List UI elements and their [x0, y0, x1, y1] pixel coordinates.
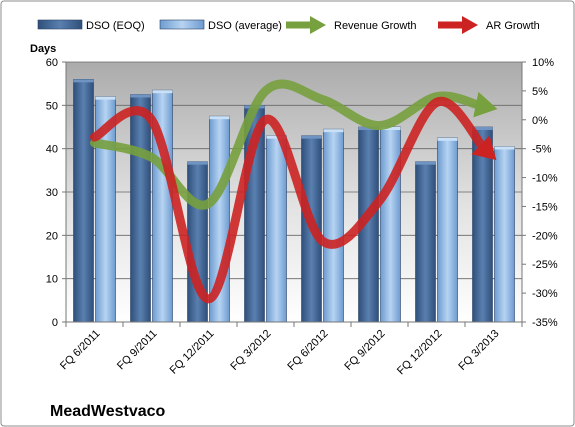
y2-tick-label: -15% [532, 201, 558, 213]
legend-item: DSO (EOQ) [37, 19, 145, 32]
revenue-growth-arrowhead [473, 91, 498, 118]
bar-cap [323, 129, 344, 133]
y-tick-label: 10 [46, 274, 58, 286]
y2-tick-label: -5% [532, 144, 552, 156]
y2-tick-label: -30% [532, 288, 558, 300]
legend: DSO (EOQ) DSO (average) Revenue Growth AR G… [37, 16, 540, 34]
legend-swatch [37, 19, 83, 30]
bar-cap [358, 127, 379, 130]
bar-cap [130, 94, 151, 98]
ar-growth-line [90, 96, 488, 304]
bar-cap [494, 146, 515, 150]
bar-dso-average [437, 137, 458, 323]
ar-growth-arrowhead [471, 135, 497, 161]
bar-cap [95, 96, 116, 100]
legend-swatch [159, 19, 205, 30]
bar-cap [209, 116, 230, 120]
legend-arrow-icon [462, 16, 478, 34]
bar-dso-average [266, 135, 287, 323]
bar-dso-eoq [73, 79, 94, 323]
bar-dso-average [494, 146, 515, 323]
company-label: MeadWestvaco [50, 403, 166, 420]
bar-cap [152, 90, 173, 94]
line-layer [90, 79, 498, 304]
bar-cap [415, 161, 436, 165]
y2-tick-label: -35% [532, 317, 558, 329]
legend-label: Revenue Growth [334, 20, 417, 32]
y-axis-title: Days [30, 43, 56, 55]
bar-dso-average [323, 128, 344, 323]
legend-item: DSO (average) [159, 19, 282, 32]
y2-tick-label: 5% [532, 86, 548, 98]
bar-cap [380, 127, 401, 130]
y-tick-label: 40 [46, 144, 58, 156]
legend-label: DSO (EOQ) [86, 20, 145, 32]
y-tick-label: 30 [46, 187, 58, 199]
bar-dso-eoq [130, 94, 151, 323]
y-tick-label: 20 [46, 230, 58, 242]
bar-cap [187, 161, 208, 165]
bar-cap [472, 127, 493, 130]
legend-label: DSO (average) [208, 20, 282, 32]
bar-cap [301, 135, 322, 139]
y2-tick-label: 10% [532, 57, 554, 69]
y-tick-label: 50 [46, 100, 58, 112]
bar-dso-eoq [415, 161, 436, 323]
y2-tick-label: 0% [532, 115, 548, 127]
bar-dso-average [380, 126, 401, 323]
y2-tick-label: -20% [532, 230, 558, 242]
legend-label: AR Growth [486, 20, 540, 32]
bar-cap [437, 137, 458, 141]
y-tick-label: 0 [52, 317, 58, 329]
bar-cap [73, 79, 94, 83]
bar-cap [266, 135, 287, 139]
legend-arrow-icon [310, 16, 326, 34]
legend-item: Revenue Growth [286, 16, 417, 34]
y2-tick-label: -10% [532, 173, 558, 185]
y2-tick-label: -25% [532, 259, 558, 271]
y-tick-label: 60 [46, 57, 58, 69]
legend-item: AR Growth [438, 16, 540, 34]
